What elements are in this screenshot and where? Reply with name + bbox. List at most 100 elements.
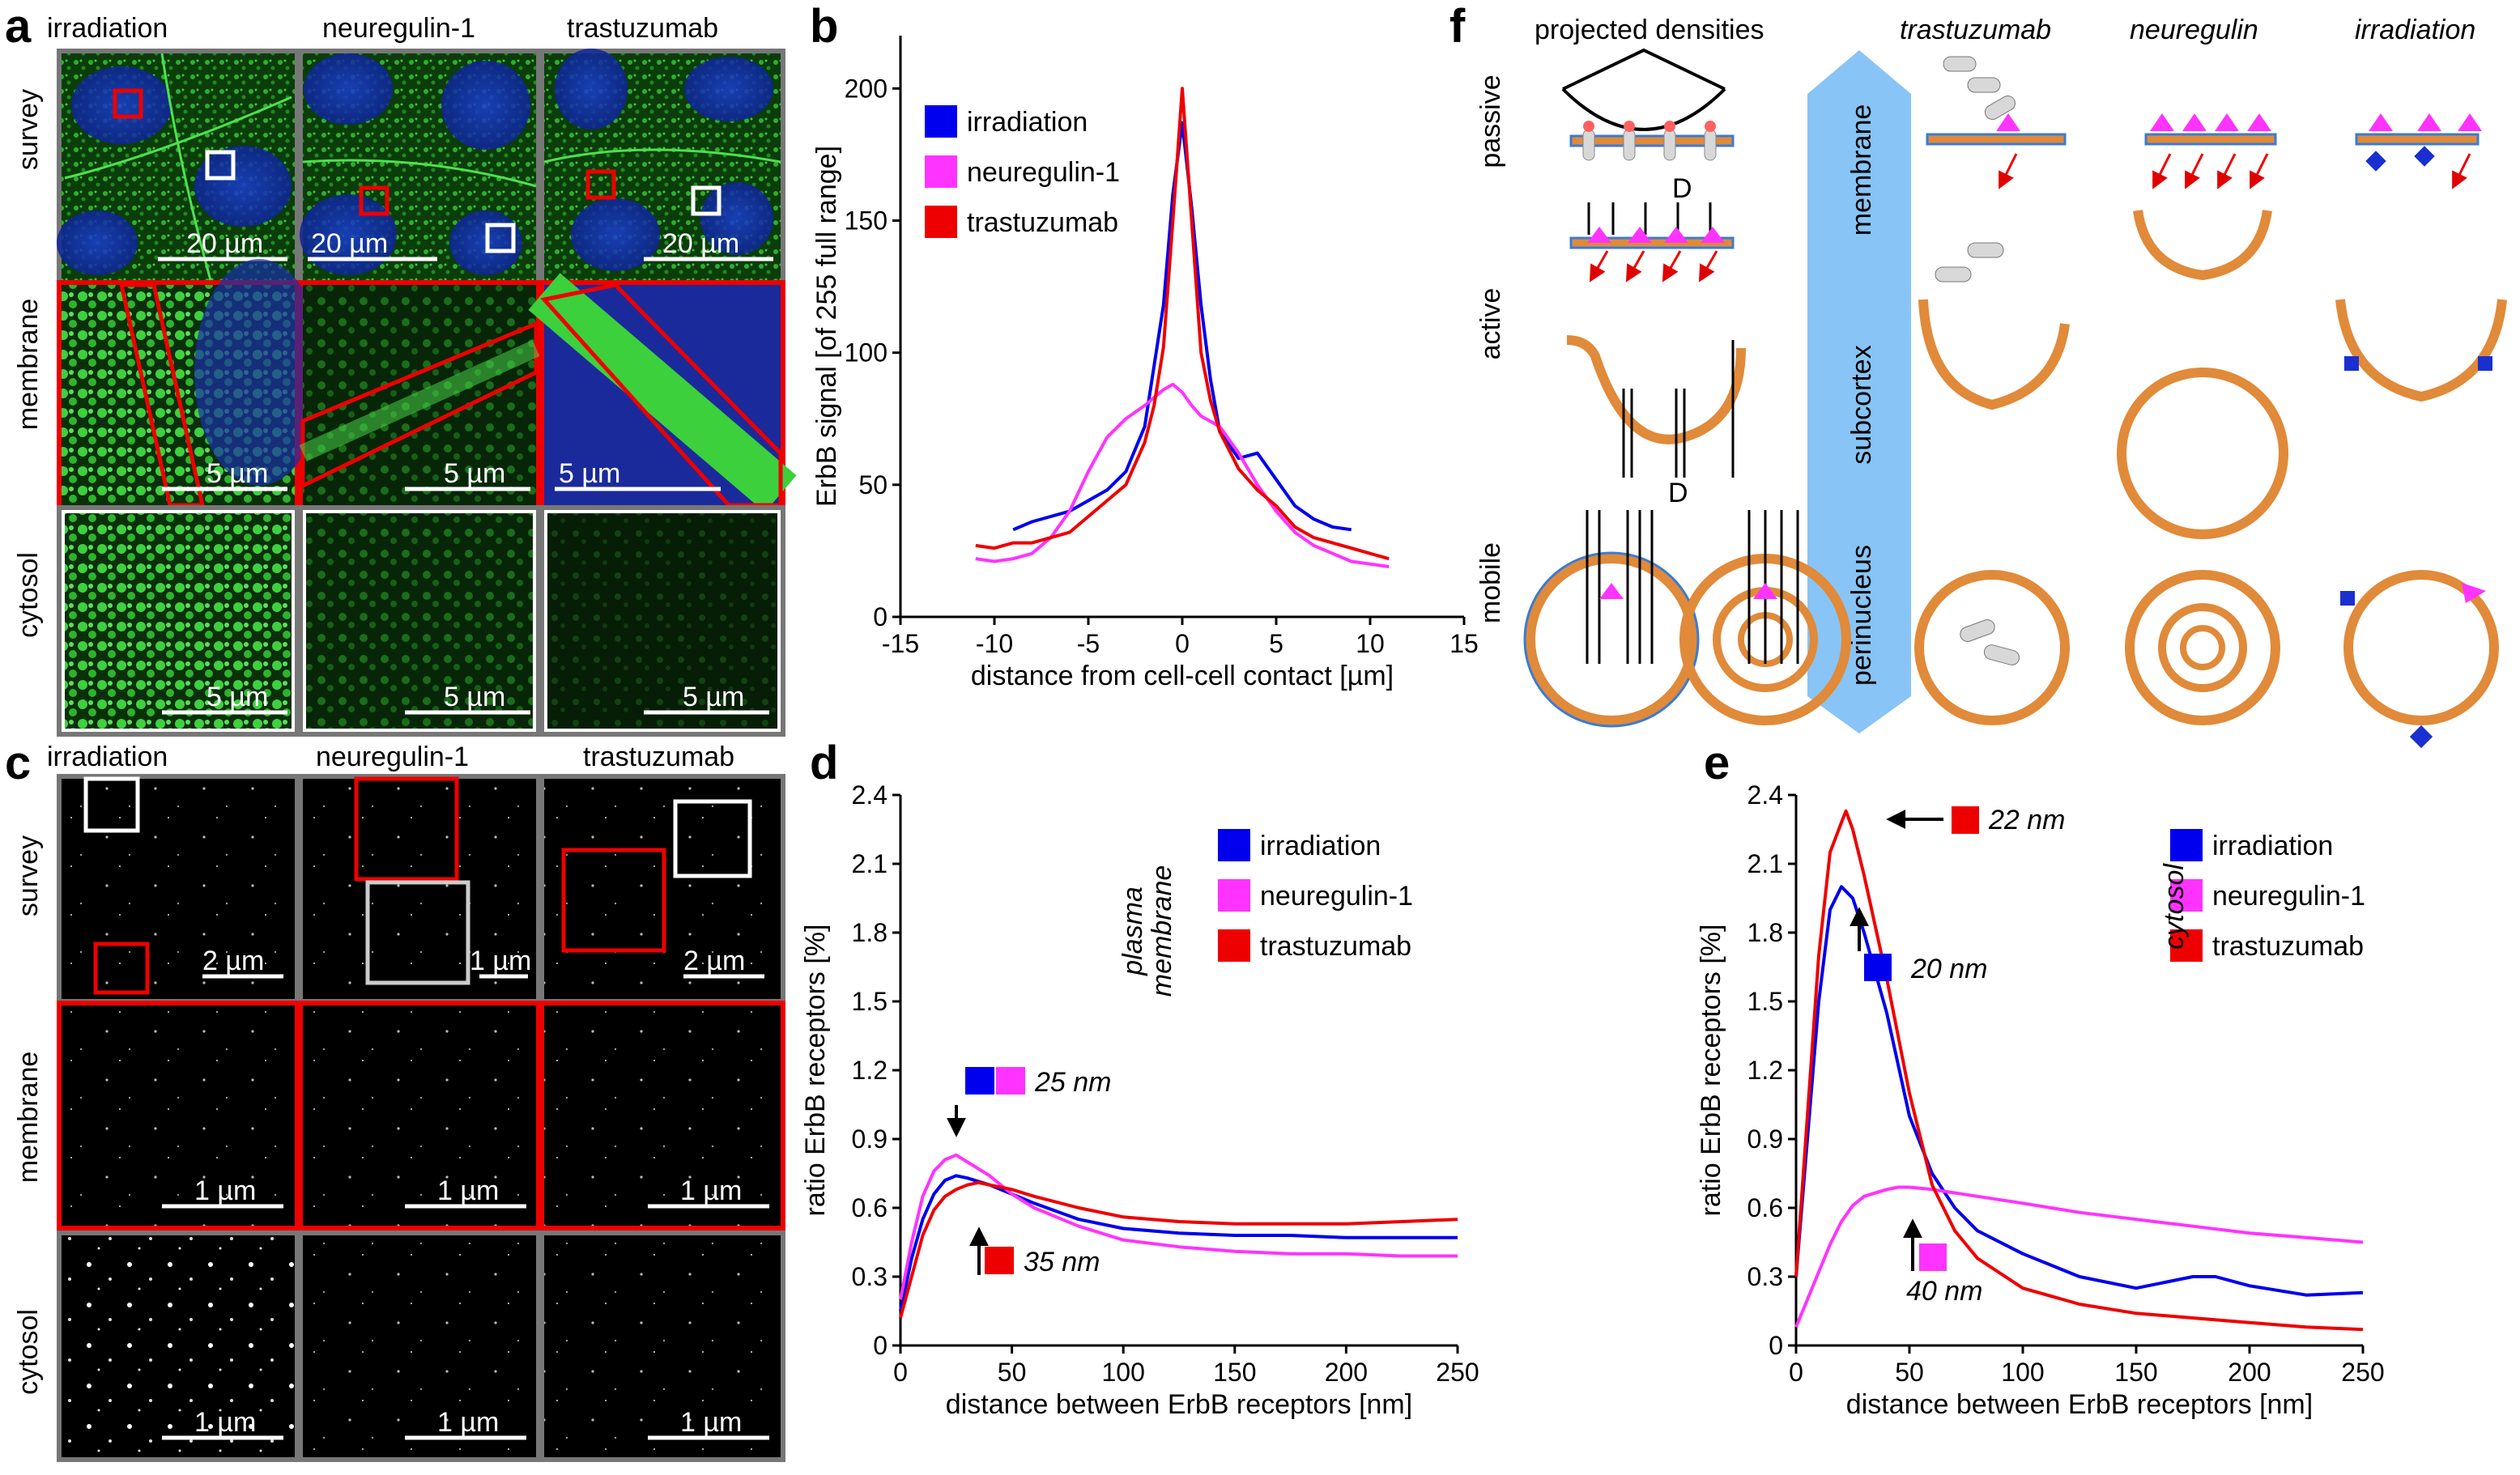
legend-label-d-trastuzumab: trastuzumab <box>1260 931 1411 962</box>
x-tick-label-b: 0 <box>1175 629 1190 658</box>
schematic-irradiation-perinucleus <box>2340 570 2499 749</box>
vesicle-mobile-2 <box>1679 510 1851 725</box>
x-tick-label-d: 200 <box>1325 1358 1368 1387</box>
legend-label-b-irradiation: irradiation <box>967 107 1088 138</box>
col-title-a-irradiation: irradiation <box>47 13 168 44</box>
panel-f-schematic: f projected densities trastuzumab neureg… <box>1449 0 2507 749</box>
micrograph-c-membrane-irradiation <box>62 1005 295 1226</box>
y-tick-label-d: 0 <box>873 1331 888 1360</box>
legend-title-e: cytosol <box>2159 863 2190 950</box>
scale-c-membrane-1: 1 µm <box>194 1175 256 1206</box>
legend-swatch-b-trastuzumab <box>925 206 957 238</box>
x-tick-label-b: 15 <box>1449 629 1479 658</box>
arrow-label-subcortex: subcortex <box>1846 345 1877 464</box>
micrograph-c-membrane-neuregulin <box>303 1005 536 1226</box>
schematic-condition-irradiation: irradiation <box>2355 15 2475 45</box>
x-tick-label-e: 150 <box>2114 1358 2157 1387</box>
annotation-d-25nm: 25 nm <box>1034 1067 1112 1098</box>
y-tick-label-d: 2.1 <box>852 849 888 878</box>
scale-a-membrane-2: 5 µm <box>444 458 505 489</box>
schematic-header-projected: projected densities <box>1535 15 1764 45</box>
schematic-neuregulin-vesicle <box>2117 368 2288 539</box>
panel-label-e: e <box>1704 737 1730 789</box>
scale-c-cytosol-3: 1 µm <box>680 1407 742 1438</box>
x-tick-label-d: 50 <box>998 1358 1027 1387</box>
scale-a-cytosol-1: 5 µm <box>206 682 268 712</box>
legend-label-e-trastuzumab: trastuzumab <box>2212 931 2364 962</box>
series-line-b-irradiation <box>1012 121 1352 532</box>
y-tick-label-d: 1.5 <box>852 987 888 1016</box>
micrograph-a-survey-irradiation <box>57 53 295 281</box>
micrograph-a-membrane-irradiation <box>62 259 324 508</box>
y-axis-label-b: ErbB signal [of 255 full range] <box>811 146 842 507</box>
scale-c-cytosol-1: 1 µm <box>194 1407 256 1438</box>
micrograph-a-membrane-neuregulin <box>299 285 540 505</box>
x-tick-label-d: 0 <box>893 1358 908 1387</box>
legend-swatch-e-irradiation <box>2170 829 2203 861</box>
micrograph-a-membrane-trastuzumab <box>528 273 797 512</box>
x-tick-label-b: -10 <box>976 629 1013 658</box>
scale-a-survey-3: 20 µm <box>662 228 739 259</box>
micrograph-a-survey-neuregulin <box>300 53 537 280</box>
col-title-a-trastuzumab: trastuzumab <box>567 13 718 44</box>
x-tick-label-d: 250 <box>1436 1358 1479 1387</box>
y-tick-label-d: 0.6 <box>852 1193 888 1222</box>
y-tick-label-e: 0 <box>1769 1331 1783 1360</box>
schematic-irradiation-subcortex <box>2335 299 2507 402</box>
x-tick-label-e: 250 <box>2341 1358 2384 1387</box>
schematic-neuregulin-subcortex <box>2133 210 2272 281</box>
legend-swatch-d-trastuzumab <box>1218 929 1250 962</box>
legend-swatch-e-neuregulin-1 <box>2170 879 2203 912</box>
chart-e: 0 50 100 150 200 250 0 0.3 0.6 0.9 1.2 1.5 1.8 2.1 2.4… <box>1696 780 2385 1420</box>
annotation-d-35nm: 35 nm <box>1024 1247 1100 1277</box>
x-tick-label-b: 5 <box>1269 629 1283 658</box>
x-tick-label-e: 200 <box>2228 1358 2271 1387</box>
legend-swatch-d-neuregulin-1 <box>1218 879 1250 912</box>
y-tick-label-e: 1.5 <box>1747 987 1783 1016</box>
panel-c: c irradiation neuregulin-1 trastuzumab s… <box>5 737 785 1462</box>
annotation-e-peaks: 22 nm 20 nm 40 nm <box>1850 805 2066 1307</box>
series-line-d-irradiation <box>899 1174 1458 1311</box>
y-tick-label-e: 2.1 <box>1747 849 1783 878</box>
schematic-trastuzumab-subcortex <box>1918 299 2070 410</box>
annotation-e-20nm: 20 nm <box>1910 954 1988 984</box>
scale-a-membrane-3: 5 µm <box>559 458 620 489</box>
row-label-c-survey: survey <box>13 835 44 916</box>
y-tick-label-d: 1.2 <box>852 1056 888 1085</box>
schematic-trastuzumab-membrane <box>1926 56 2067 189</box>
scale-a-survey-2: 20 µm <box>311 228 388 259</box>
compartment-arrow <box>1807 50 1911 733</box>
schematic-irradiation-membrane <box>2355 113 2482 189</box>
y-tick-label-b: 100 <box>845 338 888 368</box>
y-tick-label-e: 0.3 <box>1747 1262 1783 1291</box>
row-label-a-membrane: membrane <box>13 299 44 431</box>
panel-label-f: f <box>1449 0 1466 53</box>
series-line-d-neuregulin-1 <box>899 1153 1458 1300</box>
legend-title-d: membrane <box>1147 865 1177 997</box>
y-tick-label-d: 1.8 <box>852 918 888 947</box>
y-tick-label-d: 2.4 <box>852 780 888 810</box>
x-tick-label-e: 100 <box>2001 1358 2044 1387</box>
schematic-neuregulin-perinucleus <box>2125 570 2280 725</box>
arrow-label-membrane: membrane <box>1846 104 1877 236</box>
legend-swatch-d-irradiation <box>1218 829 1250 861</box>
annotation-e-22nm: 22 nm <box>1988 805 2066 835</box>
legend-swatch-b-irradiation <box>925 105 957 138</box>
micrograph-c-membrane-trastuzumab <box>544 1005 781 1226</box>
panel-label-a: a <box>5 0 32 53</box>
x-tick-label-b: 10 <box>1356 629 1385 658</box>
y-axis-label-e: ratio ErbB receptors [%] <box>1696 925 1726 1217</box>
micrograph-a-cytosol-neuregulin <box>303 510 536 732</box>
scale-a-survey-1: 20 µm <box>186 228 263 259</box>
schematic-condition-neuregulin: neuregulin <box>2130 15 2258 45</box>
row-label-a-survey: survey <box>13 89 44 170</box>
x-tick-label-e: 50 <box>1895 1358 1924 1387</box>
label-D-1: D <box>1672 173 1692 204</box>
micrograph-c-cytosol-irradiation <box>62 1235 295 1457</box>
y-tick-label-d: 0.9 <box>852 1124 888 1154</box>
scale-c-cytosol-2: 1 µm <box>437 1407 499 1438</box>
x-axis-label-b: distance from cell-cell contact [µm] <box>971 661 1394 691</box>
col-title-c-trastuzumab: trastuzumab <box>583 742 734 772</box>
x-axis-label-d: distance between ErbB receptors [nm] <box>946 1389 1412 1420</box>
